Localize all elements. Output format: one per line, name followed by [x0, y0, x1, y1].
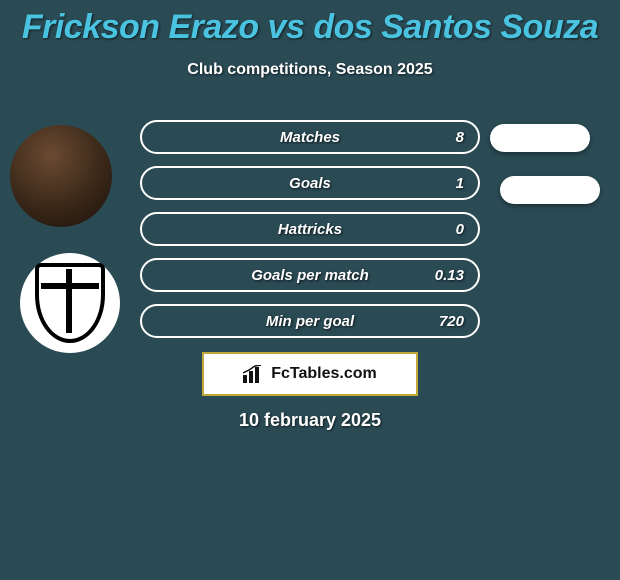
- watermark: FcTables.com: [202, 352, 418, 396]
- stat-value: 8: [456, 129, 464, 146]
- value-bubble: [500, 176, 600, 204]
- comparison-subtitle: Club competitions, Season 2025: [0, 61, 620, 79]
- crest-graphic: [35, 263, 105, 343]
- as-of-date: 10 february 2025: [0, 410, 620, 431]
- stat-label: Goals: [142, 175, 478, 192]
- stat-label: Matches: [142, 129, 478, 146]
- stat-row: Goals per match 0.13: [140, 258, 480, 292]
- stat-label: Hattricks: [142, 221, 478, 238]
- bars-icon: [243, 365, 265, 383]
- player-avatar: [10, 125, 112, 227]
- stat-row: Matches 8: [140, 120, 480, 154]
- stat-value: 720: [439, 313, 464, 330]
- club-crest: [20, 253, 120, 353]
- stat-row: Min per goal 720: [140, 304, 480, 338]
- watermark-text: FcTables.com: [271, 365, 377, 383]
- value-bubble: [490, 124, 590, 152]
- stat-label: Min per goal: [142, 313, 478, 330]
- comparison-title: Frickson Erazo vs dos Santos Souza: [0, 0, 620, 47]
- stat-value: 1: [456, 175, 464, 192]
- stat-value: 0: [456, 221, 464, 238]
- stat-label: Goals per match: [142, 267, 478, 284]
- stat-rows: Matches 8 Goals 1 Hattricks 0 Goals per …: [140, 120, 480, 350]
- stat-row: Goals 1: [140, 166, 480, 200]
- stat-value: 0.13: [435, 267, 464, 284]
- stat-row: Hattricks 0: [140, 212, 480, 246]
